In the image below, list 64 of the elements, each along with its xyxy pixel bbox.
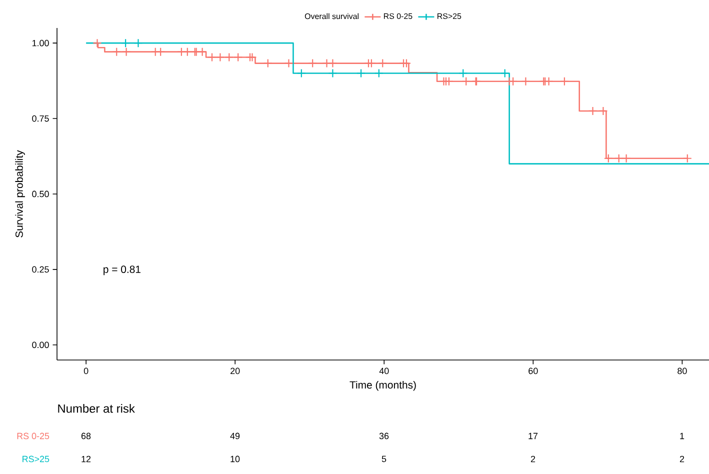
point xyxy=(122,47,131,56)
text: Number at risk xyxy=(58,404,135,413)
text: 2 xyxy=(680,456,684,462)
text: 17 xyxy=(528,432,538,440)
point xyxy=(604,154,613,163)
x-tick-label: 60 xyxy=(528,368,538,374)
point xyxy=(682,154,692,163)
point xyxy=(521,76,530,86)
x-tick-label: 40 xyxy=(379,368,389,374)
point xyxy=(366,58,376,68)
text: 2 xyxy=(530,456,536,462)
point xyxy=(598,106,608,116)
point xyxy=(588,106,598,116)
y-tick-label: 0.00 xyxy=(32,342,49,348)
point xyxy=(508,76,518,86)
point xyxy=(444,76,454,86)
point xyxy=(560,76,569,86)
point xyxy=(207,52,217,62)
point xyxy=(622,154,631,163)
y-tick-label: 1.00 xyxy=(32,40,49,46)
point xyxy=(198,47,207,56)
point xyxy=(284,58,294,68)
text: 5 xyxy=(382,456,386,462)
x-tick-label: 80 xyxy=(678,368,687,374)
text: 1 xyxy=(680,432,684,440)
point xyxy=(402,58,412,68)
annotation: p = 0.81 xyxy=(104,266,140,276)
point xyxy=(248,52,257,62)
text: RS>25 xyxy=(22,456,50,462)
point xyxy=(458,68,468,78)
point xyxy=(234,52,243,62)
point xyxy=(378,58,388,68)
y-axis-title: Survival probability xyxy=(15,150,25,238)
point xyxy=(176,47,186,56)
x-tick-label: 0 xyxy=(84,368,88,374)
point xyxy=(328,68,338,78)
y-tick-label: 0.75 xyxy=(32,115,49,122)
text: 10 xyxy=(230,456,240,462)
text: 12 xyxy=(82,456,91,462)
x-axis-title: Time (months) xyxy=(350,380,416,391)
point xyxy=(182,47,192,56)
point xyxy=(263,58,272,68)
point xyxy=(156,47,166,56)
text: 68 xyxy=(81,432,91,440)
point xyxy=(462,76,471,86)
point xyxy=(134,38,143,48)
point xyxy=(356,68,366,78)
text: 36 xyxy=(379,432,389,440)
y-tick-label: 0.25 xyxy=(32,266,49,273)
x-tick-label: 20 xyxy=(230,368,240,374)
point xyxy=(614,154,624,163)
point xyxy=(500,68,510,78)
text: RS 0-25 xyxy=(17,432,50,440)
point xyxy=(216,52,225,62)
point xyxy=(296,68,306,78)
point xyxy=(328,58,338,68)
point xyxy=(374,68,384,78)
point xyxy=(112,47,122,56)
text: 49 xyxy=(230,432,240,440)
point xyxy=(224,52,234,62)
y-tick-label: 0.50 xyxy=(32,190,49,198)
point xyxy=(322,58,332,68)
point xyxy=(308,58,318,68)
point xyxy=(121,38,130,48)
